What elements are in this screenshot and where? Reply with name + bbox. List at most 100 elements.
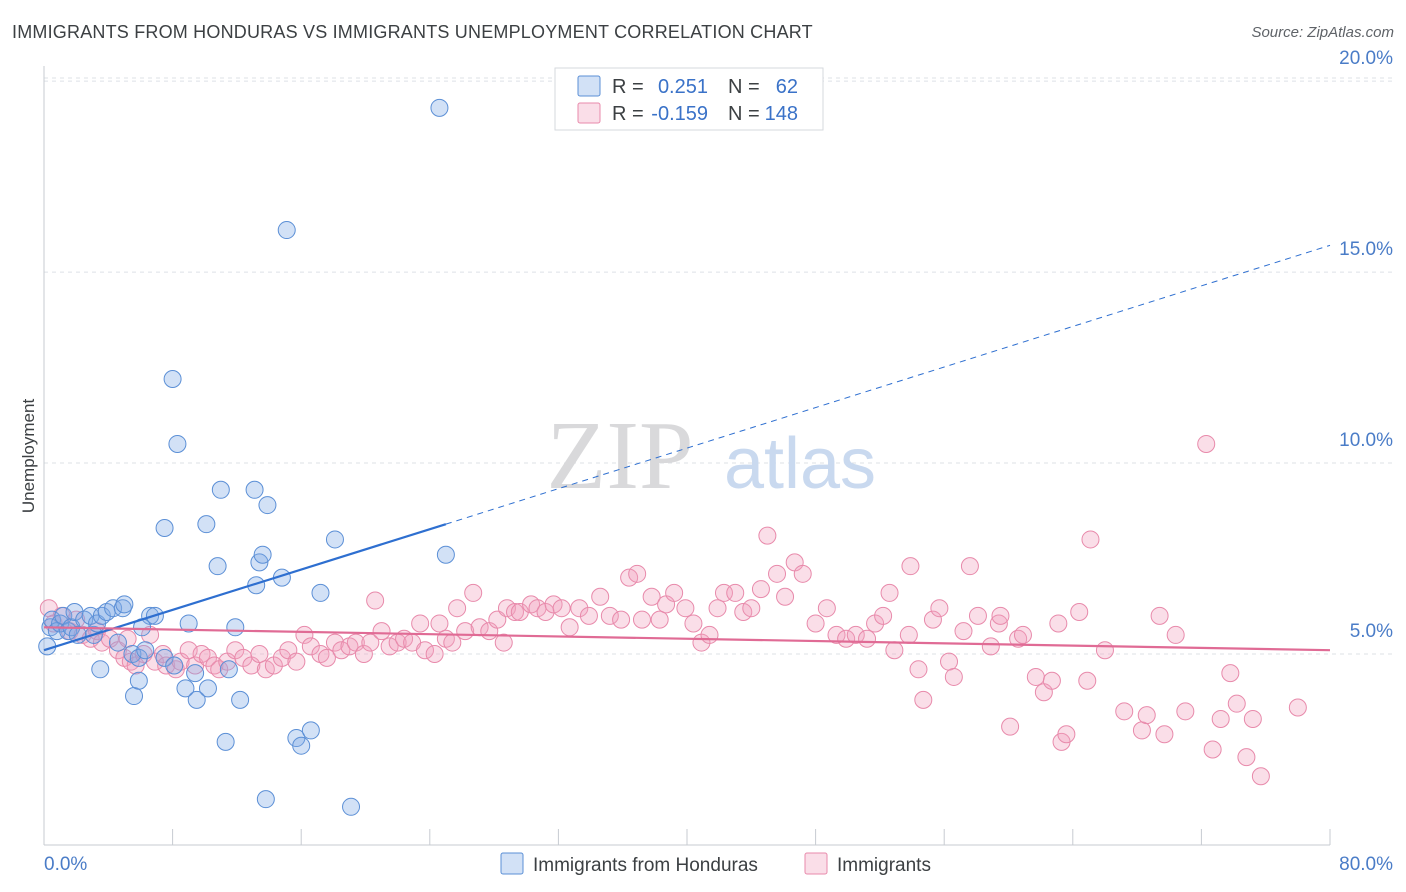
immigrants-point (1288, 698, 1307, 717)
immigrants-point (1221, 664, 1240, 683)
immigrants-point (793, 564, 812, 583)
immigrants-point (570, 599, 589, 618)
immigrants-point (1211, 709, 1230, 728)
immigrants-point (628, 564, 647, 583)
immigrants-point (301, 637, 320, 656)
immigrants-point (909, 660, 928, 679)
immigrants-point (684, 614, 703, 633)
honduras-point (115, 595, 134, 614)
honduras-point (216, 732, 235, 751)
watermark: ZIP atlas (547, 402, 877, 510)
immigrants-point (579, 606, 598, 625)
honduras-point (292, 736, 311, 755)
immigrants-point (317, 648, 336, 667)
honduras-point (301, 721, 320, 740)
immigrants-point (1237, 748, 1256, 767)
axis-layer: 5.0% 10.0% 15.0% 20.0% 0.0% 80.0% (43, 48, 1393, 875)
immigrants-point (560, 618, 579, 637)
immigrants-point (1155, 725, 1174, 744)
immigrants-point (494, 633, 513, 652)
immigrants-point (464, 583, 483, 602)
honduras-point (155, 648, 174, 667)
immigrants-point (600, 606, 619, 625)
honduras-point (226, 618, 245, 637)
immigrants-point (726, 583, 745, 602)
immigrants-point (325, 633, 344, 652)
immigrants-point (1243, 709, 1262, 728)
honduras-point (168, 434, 187, 453)
immigrants-point (944, 667, 963, 686)
immigrants-point (827, 625, 846, 644)
grid-layer (44, 77, 1392, 655)
immigrants-point (676, 599, 695, 618)
immigrants-point (1203, 740, 1222, 759)
honduras-point (277, 221, 296, 240)
bottom-legend-swatch-honduras (500, 852, 524, 875)
legend-r-value-1: 0.251 (658, 76, 708, 98)
immigrants-point (488, 610, 507, 629)
immigrants-point (708, 599, 727, 618)
immigrants-point (817, 599, 836, 618)
legend-r-label-1: R = (612, 76, 644, 98)
legend-n-value-2: 148 (765, 103, 798, 125)
immigrants-point (989, 614, 1008, 633)
immigrants-point (751, 580, 770, 599)
immigrants-point (1115, 702, 1134, 721)
immigrants-point (1251, 767, 1270, 786)
honduras-point (436, 545, 455, 564)
honduras-point (176, 679, 195, 698)
immigrants-point (1057, 725, 1076, 744)
immigrants-point (954, 622, 973, 641)
immigrants-point (108, 641, 127, 660)
immigrants-point (287, 652, 306, 671)
immigrants-point (372, 622, 391, 641)
chart-source: Source: ZipAtlas.com (1251, 24, 1394, 41)
immigrants-point (430, 614, 449, 633)
immigrants-point (505, 603, 524, 622)
immigrants-point (354, 645, 373, 664)
immigrants-point (901, 557, 920, 576)
immigrants-point (1227, 694, 1246, 713)
immigrants-point (991, 606, 1010, 625)
honduras-point (211, 480, 230, 499)
immigrants-point (1026, 667, 1045, 686)
honduras-point (342, 797, 361, 816)
y-tick-label: 10.0% (1339, 430, 1393, 451)
immigrants-point (846, 625, 865, 644)
honduras-point (311, 583, 330, 602)
immigrants-point (742, 599, 761, 618)
honduras-point (125, 687, 144, 706)
immigrants-point (366, 591, 385, 610)
immigrants-point (768, 564, 787, 583)
immigrants-point (700, 625, 719, 644)
legend-swatch-pink (577, 102, 601, 124)
immigrants-point (1013, 625, 1032, 644)
honduras-point (219, 660, 238, 679)
immigrants-point (250, 645, 269, 664)
immigrants-point (968, 606, 987, 625)
y-axis-title: Unemployment (19, 399, 38, 514)
immigrants-point (1132, 721, 1151, 740)
immigrants-point (1150, 606, 1169, 625)
legend-swatch-blue (577, 75, 601, 97)
honduras-point (163, 370, 182, 389)
immigrants-point (858, 629, 877, 648)
immigrants-point (1042, 671, 1061, 690)
honduras-point (155, 518, 174, 537)
honduras-point (108, 633, 127, 652)
y-tick-label: 15.0% (1339, 239, 1393, 260)
immigrants-point (940, 652, 959, 671)
immigrants-point (914, 690, 933, 709)
honduras-point (256, 790, 275, 809)
immigrants-point (1049, 614, 1068, 633)
immigrants-point (1197, 434, 1216, 453)
immigrants-point (880, 583, 899, 602)
x-tick-label-max: 80.0% (1339, 854, 1393, 875)
honduras-point (258, 496, 277, 515)
bottom-legend-swatch-immigrants (804, 852, 828, 875)
chart-title: IMMIGRANTS FROM HONDURAS VS IMMIGRANTS U… (12, 22, 813, 42)
immigrants-point (411, 614, 430, 633)
correlation-legend: R = 0.251 N = 62 R = -0.159 N = 148 (554, 67, 824, 131)
immigrants-point (295, 625, 314, 644)
